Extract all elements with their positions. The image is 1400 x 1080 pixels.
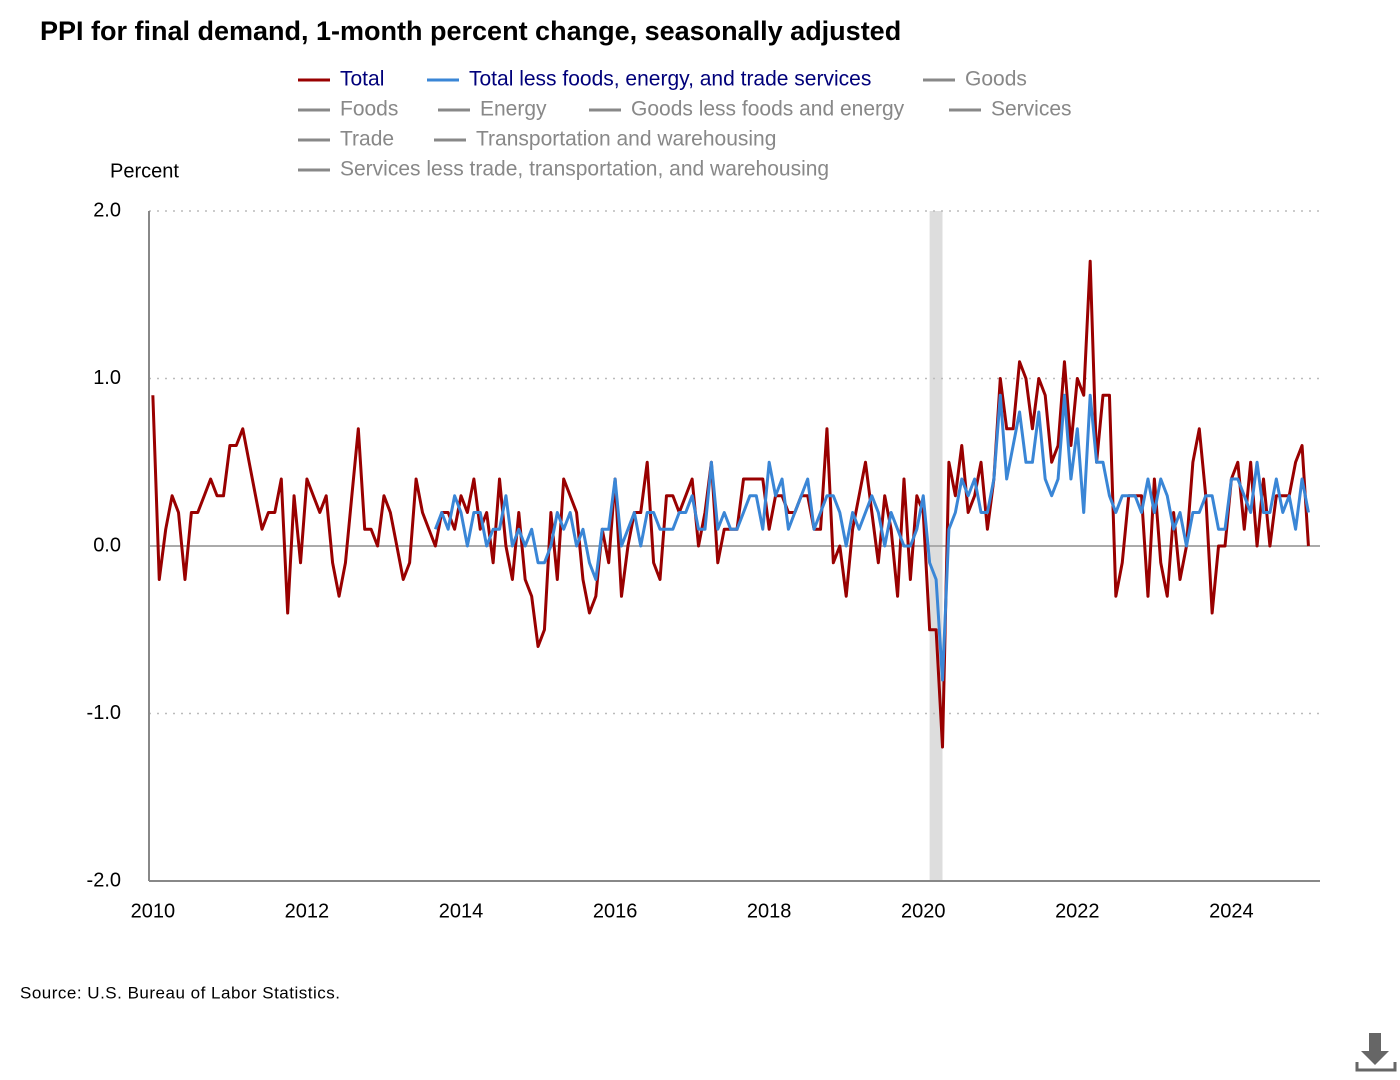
y-tick-label: -2.0 <box>87 869 121 891</box>
download-tray <box>1355 1062 1397 1072</box>
series-line <box>151 259 1310 749</box>
y-tick-label: -1.0 <box>87 702 121 724</box>
x-tick-label: 2014 <box>439 900 484 922</box>
legend-item[interactable]: Foods <box>298 98 398 121</box>
legend-label: Goods <box>965 68 1027 91</box>
legend-item[interactable]: Services <box>949 98 1072 121</box>
legend-item[interactable]: Energy <box>438 98 547 121</box>
legend-item[interactable]: Goods less foods and energy <box>589 98 905 121</box>
chart-title: PPI for final demand, 1-month percent ch… <box>40 16 901 46</box>
legend-item[interactable]: Trade <box>298 128 394 151</box>
legend-label: Goods less foods and energy <box>631 98 905 121</box>
legend-item[interactable]: Total <box>298 68 384 91</box>
x-tick-label: 2020 <box>901 900 946 922</box>
legend-label: Trade <box>340 128 394 151</box>
download-arrow <box>1361 1033 1389 1065</box>
legend-label: Services less trade, transportation, and… <box>340 158 829 181</box>
legend-label: Energy <box>480 98 547 121</box>
y-tick-label: 0.0 <box>93 534 121 556</box>
series-line <box>433 393 1310 682</box>
legend-label: Services <box>991 98 1072 121</box>
legend-label: Total less foods, energy, and trade serv… <box>469 68 871 91</box>
y-tick-label: 2.0 <box>93 199 121 221</box>
source-note: Source: U.S. Bureau of Labor Statistics. <box>20 983 340 1002</box>
x-tick-label: 2012 <box>285 900 330 922</box>
legend-label: Foods <box>340 98 398 121</box>
legend-item[interactable]: Goods <box>923 68 1027 91</box>
legend-item[interactable]: Total less foods, energy, and trade serv… <box>427 68 871 91</box>
x-tick-label: 2010 <box>131 900 176 922</box>
x-tick-label: 2018 <box>747 900 792 922</box>
y-tick-label: 1.0 <box>93 367 121 389</box>
legend-label: Transportation and warehousing <box>476 128 776 151</box>
x-tick-label: 2016 <box>593 900 638 922</box>
legend-label: Total <box>340 68 384 91</box>
y-axis-label: Percent <box>110 160 179 182</box>
legend-item[interactable]: Transportation and warehousing <box>434 128 776 151</box>
x-tick-label: 2024 <box>1209 900 1254 922</box>
x-tick-label: 2022 <box>1055 900 1100 922</box>
legend-item[interactable]: Services less trade, transportation, and… <box>298 158 829 181</box>
download-button[interactable] <box>1355 1030 1397 1072</box>
